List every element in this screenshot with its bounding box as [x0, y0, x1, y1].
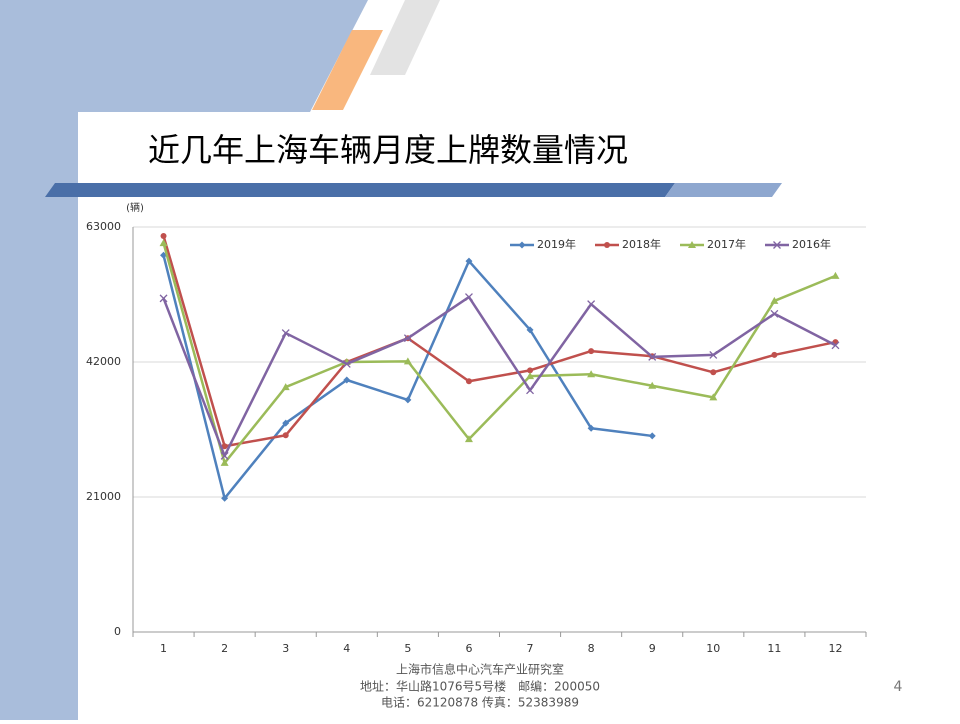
marker — [587, 370, 596, 378]
marker — [404, 396, 412, 404]
marker — [648, 432, 656, 440]
marker — [588, 348, 595, 355]
legend-label: 2016年 — [792, 237, 831, 251]
series-line — [162, 295, 837, 458]
marker — [526, 372, 535, 380]
y-tick-label: 42000 — [86, 355, 121, 368]
marker — [709, 393, 718, 401]
marker — [526, 326, 534, 334]
marker — [527, 367, 534, 374]
marker — [342, 359, 351, 368]
x-tick-label: 7 — [527, 642, 534, 655]
series-line — [162, 242, 836, 465]
legend-marker — [688, 241, 696, 248]
marker — [526, 386, 535, 395]
marker — [464, 293, 473, 302]
legend-marker — [604, 242, 610, 248]
x-tick-label: 8 — [588, 642, 595, 655]
marker — [770, 309, 779, 318]
x-tick-label: 10 — [706, 642, 720, 655]
page-number: 4 — [894, 679, 903, 695]
y-tick-label: 63000 — [86, 220, 121, 233]
x-tick-label: 9 — [649, 642, 656, 655]
x-tick-label: 11 — [767, 642, 781, 655]
title-bar — [45, 183, 675, 197]
marker — [465, 378, 472, 385]
marker — [159, 239, 168, 247]
marker — [159, 294, 168, 303]
slide-title: 近几年上海车辆月度上牌数量情况 — [148, 131, 628, 169]
marker — [282, 432, 289, 439]
marker — [281, 383, 290, 391]
orange-stripe — [312, 30, 383, 110]
marker — [403, 357, 412, 365]
marker — [221, 494, 229, 502]
x-tick-label: 1 — [160, 642, 167, 655]
legend-label: 2019年 — [537, 237, 576, 251]
legend-marker — [773, 241, 781, 249]
x-tick-label: 12 — [828, 642, 842, 655]
marker — [465, 257, 473, 265]
marker — [587, 300, 596, 309]
marker — [831, 271, 840, 279]
marker — [221, 443, 228, 450]
marker — [282, 419, 290, 427]
series-line — [162, 235, 836, 448]
x-tick-label: 3 — [282, 642, 289, 655]
x-tick-label: 2 — [221, 642, 228, 655]
marker — [160, 233, 167, 239]
marker — [220, 458, 229, 466]
gray-stripe — [370, 0, 440, 75]
y-tick-label: 0 — [114, 625, 121, 638]
marker — [709, 350, 718, 359]
footer-line: 电话：62120878 传真：52383989 — [381, 695, 579, 710]
marker — [281, 329, 290, 338]
marker — [464, 435, 473, 443]
y-tick-label: 21000 — [86, 490, 121, 503]
footer-line: 上海市信息中心汽车产业研究室 — [396, 662, 564, 677]
marker — [648, 352, 657, 361]
title-bar-light — [665, 183, 782, 197]
x-tick-label: 4 — [343, 642, 350, 655]
content-card — [78, 112, 960, 720]
legend-marker — [518, 241, 526, 249]
x-tick-label: 6 — [465, 642, 472, 655]
legend-label: 2018年 — [622, 237, 661, 251]
legend-label: 2017年 — [707, 237, 746, 251]
marker — [770, 296, 779, 304]
marker — [220, 451, 229, 460]
top-panel — [0, 0, 368, 112]
footer-line: 地址：华山路1076号5号楼 邮编：200050 — [360, 679, 600, 694]
x-tick-label: 5 — [404, 642, 411, 655]
marker — [648, 381, 657, 389]
y-axis-title: (辆) — [126, 201, 144, 214]
marker — [343, 376, 351, 384]
marker — [587, 424, 595, 432]
marker — [710, 369, 717, 376]
marker — [771, 351, 778, 358]
marker — [403, 334, 412, 343]
marker — [831, 341, 840, 350]
left-panel — [0, 0, 78, 720]
